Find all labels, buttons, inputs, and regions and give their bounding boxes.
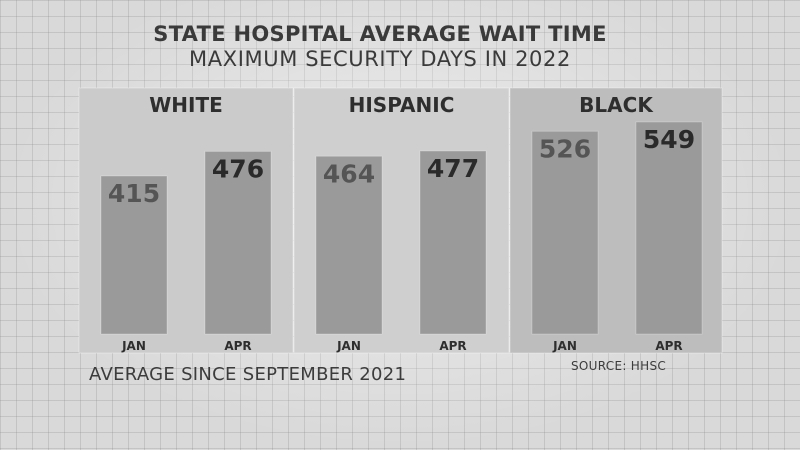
bar-black-jan — [531, 130, 599, 335]
value-label-black-jan: 526 — [539, 134, 591, 163]
value-label-white-apr: 476 — [212, 154, 264, 183]
category-label-black-apr: APR — [655, 339, 682, 353]
category-label-white-jan: JAN — [121, 339, 146, 353]
group-label-white: WHITE — [149, 93, 223, 117]
value-label-hispanic-jan: 464 — [323, 159, 375, 188]
footnote: AVERAGE SINCE SEPTEMBER 2021 — [89, 364, 407, 385]
bar-hispanic-apr — [419, 150, 487, 335]
category-label-hispanic-jan: JAN — [336, 339, 361, 353]
bar-hispanic-jan — [315, 155, 383, 335]
value-label-black-apr: 549 — [643, 125, 695, 154]
group-label-hispanic: HISPANIC — [349, 93, 455, 117]
category-label-hispanic-apr: APR — [439, 339, 466, 353]
category-label-white-apr: APR — [224, 339, 251, 353]
category-label-black-jan: JAN — [552, 339, 577, 353]
bar-black-apr — [635, 121, 703, 335]
source-note: SOURCE: HHSC — [571, 359, 667, 373]
value-label-white-jan: 415 — [108, 179, 160, 208]
value-label-hispanic-apr: 477 — [427, 154, 479, 183]
bar-white-apr — [204, 150, 272, 335]
chart-subtitle: MAXIMUM SECURITY DAYS IN 2022 — [189, 47, 571, 71]
group-label-black: BLACK — [579, 93, 654, 117]
chart-title: STATE HOSPITAL AVERAGE WAIT TIME — [153, 22, 607, 46]
bar-white-jan — [100, 175, 168, 335]
